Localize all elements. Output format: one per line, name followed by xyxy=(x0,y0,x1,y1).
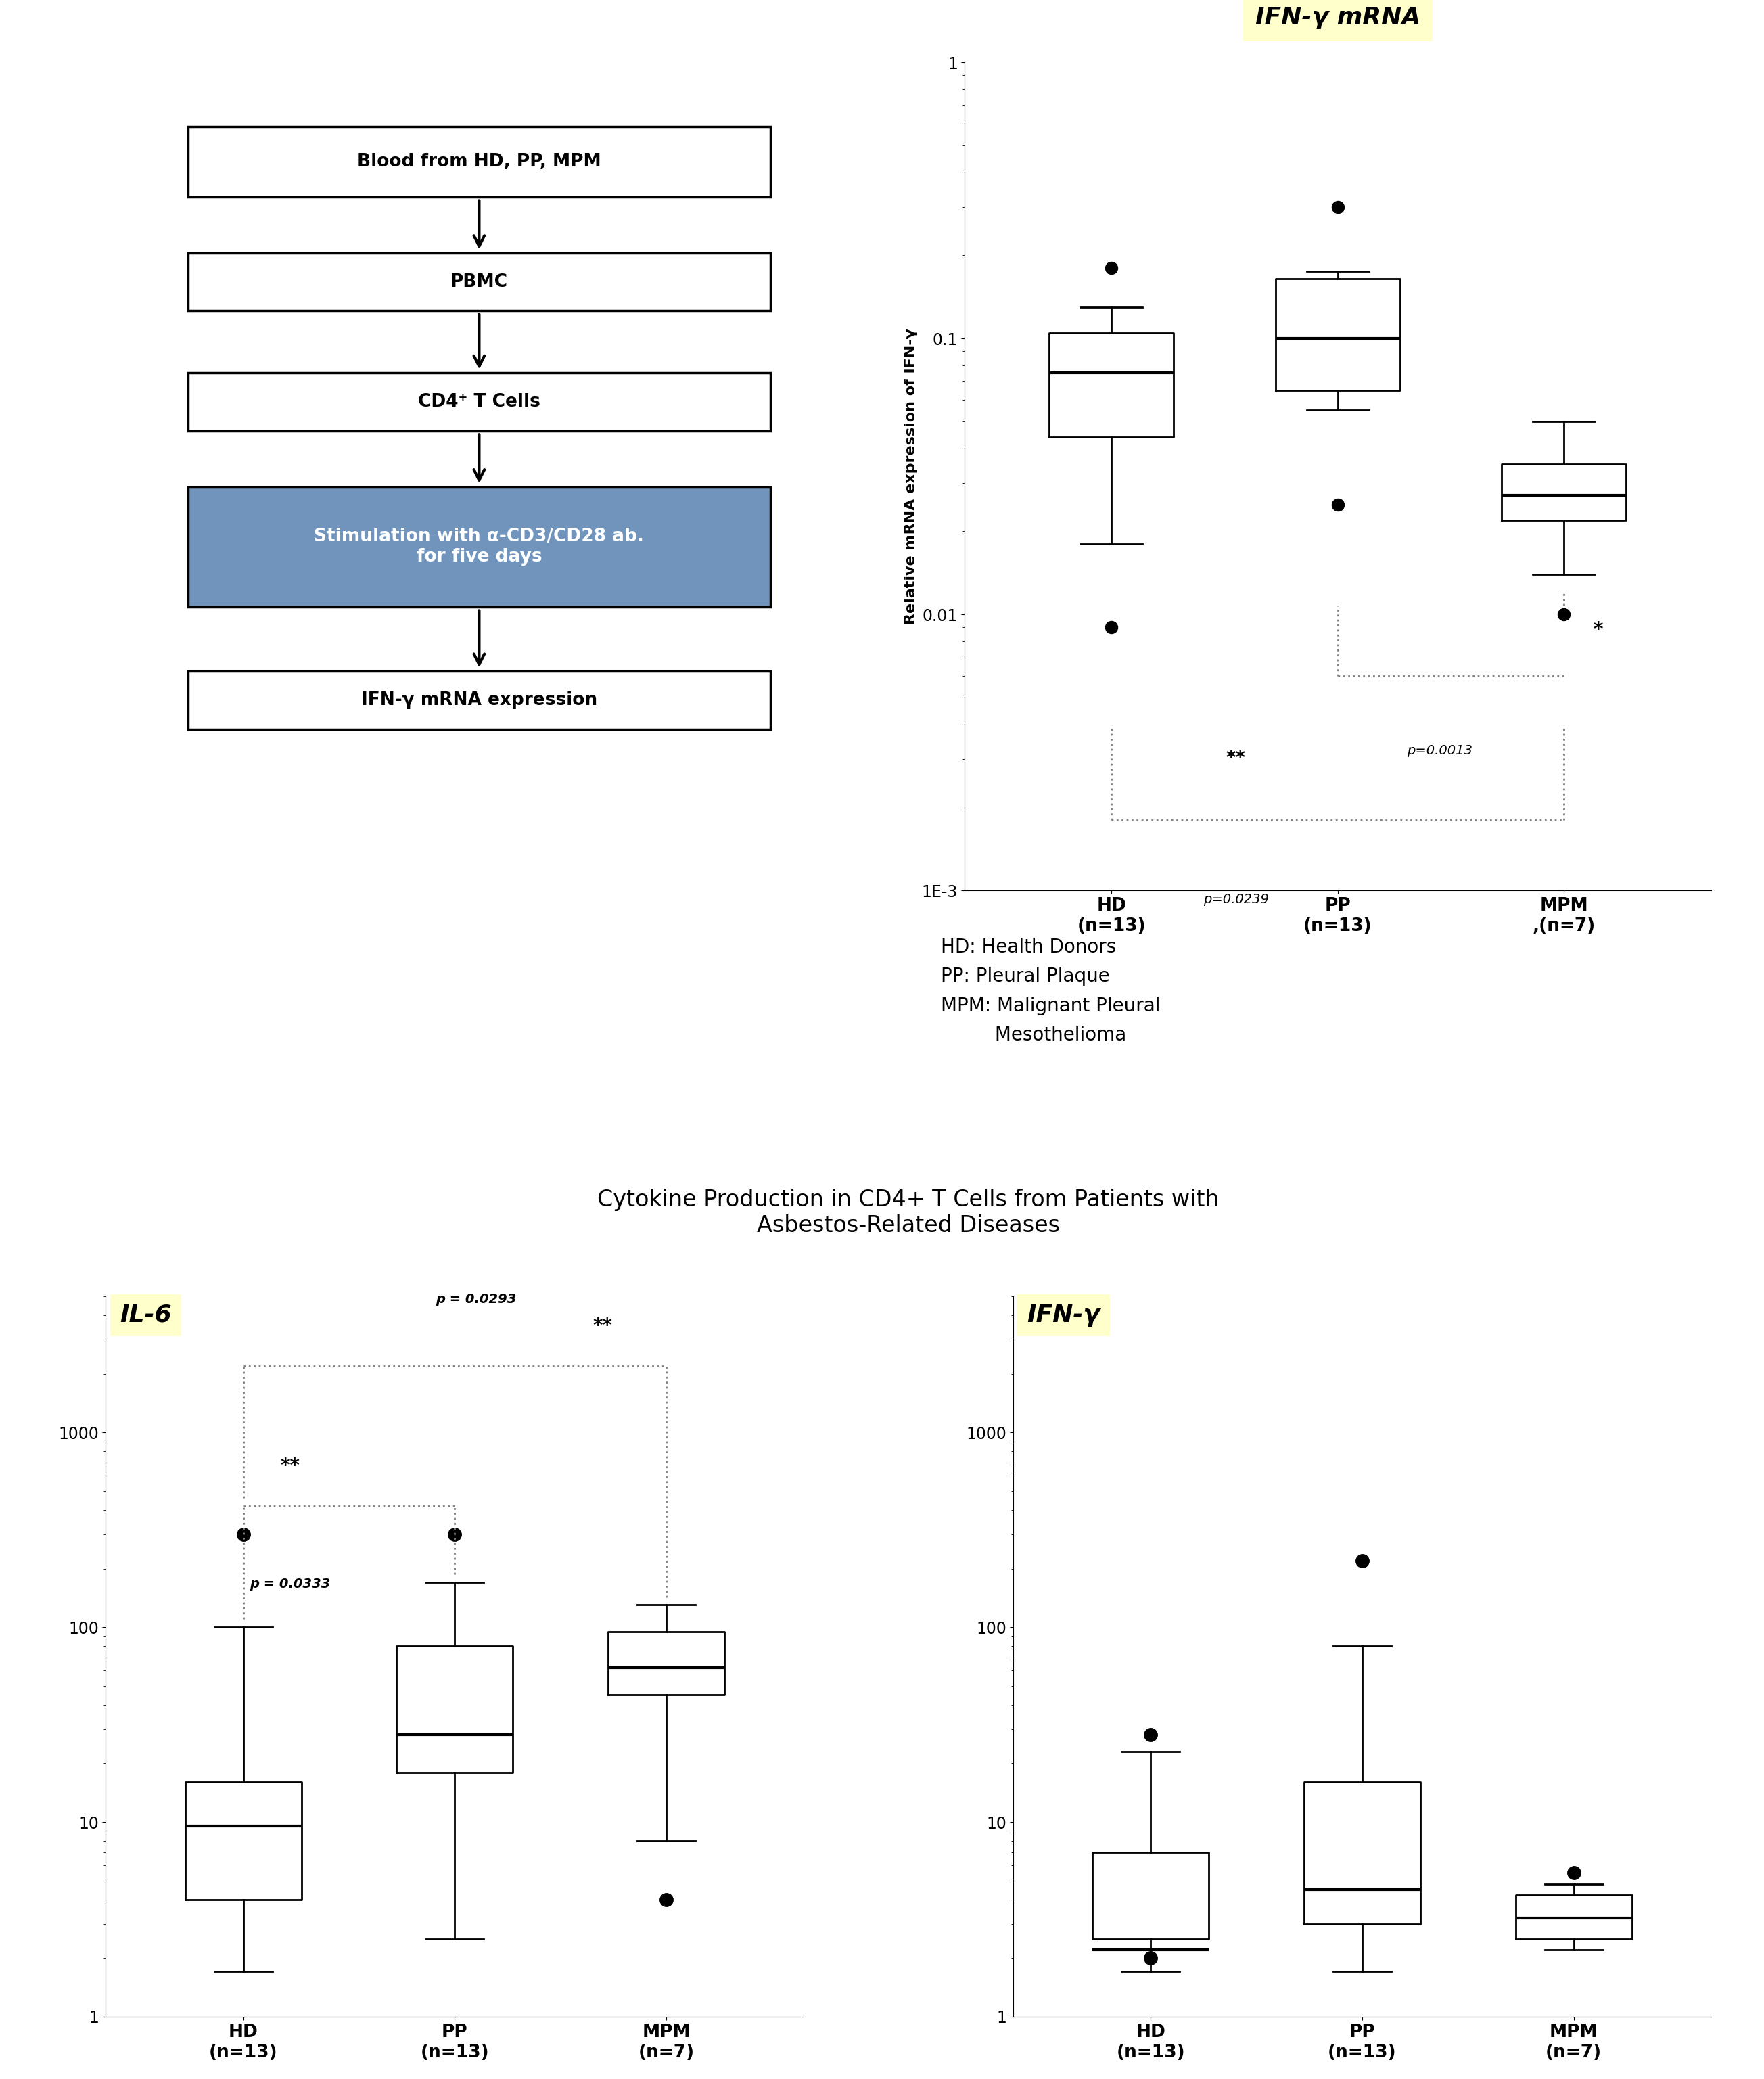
Y-axis label: Relative mRNA expression of IFN-γ: Relative mRNA expression of IFN-γ xyxy=(905,328,917,624)
Text: p=0.0013: p=0.0013 xyxy=(1408,744,1473,757)
FancyBboxPatch shape xyxy=(189,372,771,430)
Text: Stimulation with α-CD3/CD28 ab.
for five days: Stimulation with α-CD3/CD28 ab. for five… xyxy=(314,528,644,565)
FancyBboxPatch shape xyxy=(92,54,868,898)
Text: **: ** xyxy=(280,1457,300,1476)
Text: p = 0.0293: p = 0.0293 xyxy=(436,1293,517,1306)
Text: IFN-γ mRNA: IFN-γ mRNA xyxy=(1256,6,1420,29)
FancyBboxPatch shape xyxy=(189,486,771,607)
FancyBboxPatch shape xyxy=(189,254,771,312)
Text: p=0.0239: p=0.0239 xyxy=(1203,894,1268,906)
Text: IFN-γ: IFN-γ xyxy=(1027,1304,1101,1326)
Text: Blood from HD, PP, MPM: Blood from HD, PP, MPM xyxy=(356,154,602,170)
Text: IL-6: IL-6 xyxy=(120,1304,171,1326)
Text: HD: Health Donors
PP: Pleural Plaque
MPM: Malignant Pleural
         Mesotheliom: HD: Health Donors PP: Pleural Plaque MPM… xyxy=(940,938,1161,1044)
FancyBboxPatch shape xyxy=(189,127,771,198)
Text: *: * xyxy=(1593,620,1603,640)
Text: Cytokine Production in CD4+ T Cells from Patients with
Asbestos-Related Diseases: Cytokine Production in CD4+ T Cells from… xyxy=(598,1189,1219,1237)
Text: CD4⁺ T Cells: CD4⁺ T Cells xyxy=(418,393,540,412)
Text: PBMC: PBMC xyxy=(450,272,508,291)
FancyBboxPatch shape xyxy=(189,672,771,730)
Text: IFN-γ mRNA expression: IFN-γ mRNA expression xyxy=(362,692,598,709)
Text: **: ** xyxy=(1226,748,1245,767)
Text: p = 0.0333: p = 0.0333 xyxy=(249,1578,330,1590)
Text: **: ** xyxy=(593,1316,612,1335)
